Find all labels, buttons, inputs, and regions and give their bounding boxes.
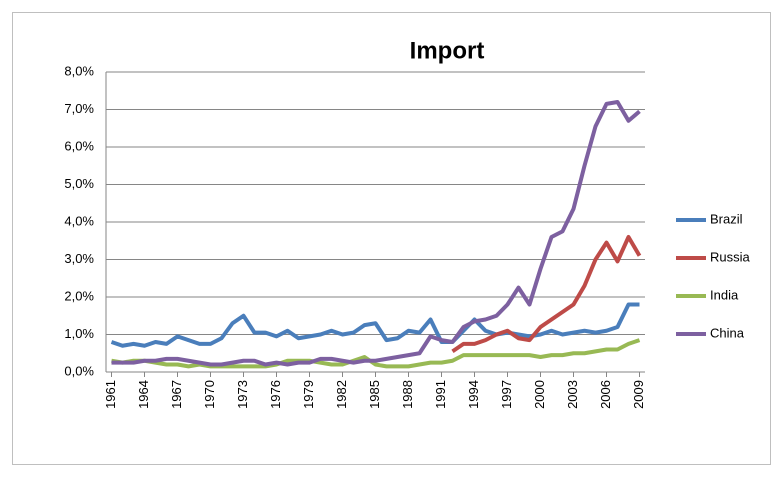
x-tick-label: 1967 <box>169 380 184 409</box>
legend-label: Brazil <box>710 211 743 226</box>
y-tick-label: 1,0% <box>64 326 94 341</box>
x-tick-label: 2003 <box>565 380 580 409</box>
x-tick-label: 1985 <box>367 380 382 409</box>
x-tick-label: 1988 <box>400 380 415 409</box>
y-tick-label: 0,0% <box>64 363 94 378</box>
x-tick-label: 1994 <box>466 380 481 409</box>
chart-title: Import <box>410 37 485 64</box>
x-tick-label: 1970 <box>202 380 217 409</box>
legend-label: India <box>710 287 739 302</box>
x-tick-label: 1973 <box>235 380 250 409</box>
y-tick-label: 8,0% <box>64 63 94 78</box>
x-tick-label: 1961 <box>103 380 118 409</box>
x-tick-label: 1976 <box>268 380 283 409</box>
x-tick-label: 1964 <box>136 380 151 409</box>
x-tick-label: 1997 <box>499 380 514 409</box>
series-line <box>110 302 640 348</box>
series-line <box>111 100 641 367</box>
y-tick-label: 2,0% <box>64 288 94 303</box>
legend-label: China <box>710 325 745 340</box>
x-tick-label: 1979 <box>301 380 316 409</box>
x-tick-label: 2006 <box>598 380 613 409</box>
y-tick-label: 7,0% <box>64 101 94 116</box>
chart-border <box>12 12 771 465</box>
x-tick-label: 1991 <box>433 380 448 409</box>
y-tick-label: 5,0% <box>64 176 94 191</box>
x-tick-label: 2009 <box>631 380 646 409</box>
series-line <box>451 235 642 354</box>
y-tick-label: 6,0% <box>64 138 94 153</box>
x-tick-label: 2000 <box>532 380 547 409</box>
y-tick-label: 3,0% <box>64 251 94 266</box>
legend-label: Russia <box>710 249 751 264</box>
x-tick-label: 1982 <box>334 380 349 409</box>
y-tick-label: 4,0% <box>64 213 94 228</box>
